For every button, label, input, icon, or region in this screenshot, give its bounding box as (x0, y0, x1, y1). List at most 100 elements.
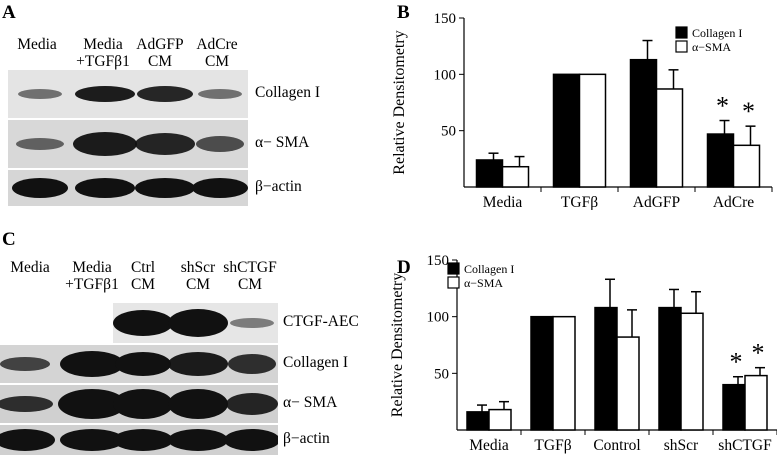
blot-band (168, 352, 228, 376)
bar-sma (501, 165, 530, 188)
blot-row-label: β−actin (283, 430, 330, 447)
x-tick-label: AdCre (713, 194, 754, 210)
lane-label-line2: CM (185, 276, 211, 293)
blot-band (198, 89, 242, 99)
lane-label-line1: Media (17, 36, 57, 53)
lane-label-line1: AdGFP (136, 36, 184, 53)
panel-letter-a: A (2, 2, 16, 23)
blot-band (16, 138, 64, 150)
blot-row-label: Collagen I (255, 84, 320, 101)
bar-collagen (706, 133, 735, 188)
lane-label-line1: shCTGF (223, 259, 277, 276)
legend-swatch (447, 276, 460, 289)
bar-sma (680, 312, 704, 431)
x-tick-label: shCTGF (718, 437, 772, 454)
blot-row-c-2 (0, 385, 278, 423)
blot-band (75, 86, 135, 102)
lane-label-a-2: AdGFP CM (120, 36, 200, 70)
blot-band (60, 351, 124, 377)
lane-label-line1: Media (83, 36, 123, 53)
blot-band (12, 178, 68, 198)
legend-swatch (675, 26, 688, 39)
bar-collagen (722, 383, 746, 431)
bar-collagen (658, 306, 682, 431)
lane-label-line2: CM (204, 53, 230, 70)
panel-letter-d: D (397, 257, 411, 278)
lane-label-line1: Ctrl (130, 259, 156, 276)
chart-d: Relative Densitometry 50 100 150 Media TGFβ Co… (389, 255, 777, 454)
blot-band (60, 429, 124, 451)
blot-row-a-1 (8, 120, 248, 168)
blot-band (168, 389, 228, 419)
lane-label-c-1: Media +TGFβ1 (52, 259, 132, 293)
blot-band (0, 357, 50, 371)
blot-band (0, 429, 55, 451)
y-tick-label: 150 (434, 11, 457, 27)
blot-band (228, 354, 276, 374)
lane-label-c-2: Ctrl CM (103, 259, 183, 293)
blot-row-label: β−actin (255, 178, 302, 195)
bar-collagen (629, 58, 658, 188)
blot-band (113, 389, 173, 419)
panel-letter-b: B (397, 2, 410, 23)
blot-band (73, 132, 137, 156)
y-axis-label: Relative Densitometry (391, 30, 408, 174)
x-tick-label: shScr (664, 437, 699, 454)
blot-row-label: α− SMA (255, 134, 310, 151)
blot-row-label: Collagen I (283, 354, 348, 371)
bar-sma (655, 88, 684, 188)
lane-label-a-1: Media +TGFβ1 (63, 36, 143, 70)
blot-band (113, 429, 173, 451)
legend-label: α−SMA (464, 276, 503, 290)
blot-band (168, 309, 228, 337)
significance-asterisk: * (752, 339, 765, 368)
blot-row-a-0 (8, 70, 248, 118)
blot-band (196, 136, 244, 152)
lane-label-line2: CM (130, 276, 156, 293)
blot-band (58, 389, 126, 419)
bar-collagen (530, 315, 554, 431)
y-tick-label: 100 (427, 310, 450, 326)
legend-swatch (447, 262, 460, 275)
blot-band (0, 396, 53, 412)
x-tick-label: TGFβ (534, 437, 571, 454)
legend-label: α−SMA (692, 40, 731, 54)
blot-band (192, 178, 248, 198)
bar-collagen (594, 306, 618, 431)
y-tick-label: 50 (441, 124, 456, 140)
chart-b: Relative Densitometry 50 100 150 Media TGFβ Ad… (391, 11, 773, 210)
blot-band (135, 133, 195, 155)
y-tick-label: 100 (434, 67, 457, 83)
blot-band (115, 352, 171, 376)
blot-row-label: CTGF-AEC (283, 313, 359, 330)
lane-label-line1: shScr (180, 259, 216, 276)
significance-asterisk: * (730, 348, 743, 377)
x-tick-label: AdGFP (633, 194, 680, 210)
bar-collagen (552, 73, 581, 188)
blot-band (18, 89, 62, 99)
blot-band (113, 310, 173, 336)
lane-label-line2: +TGFβ1 (76, 53, 130, 70)
legend-swatch (675, 40, 688, 53)
blot-band (230, 318, 274, 328)
y-tick-label: 50 (434, 366, 449, 382)
blot-row-c-0 (113, 303, 278, 343)
legend-label: Collagen I (692, 26, 742, 40)
lane-label-c-3: shScr CM (158, 259, 238, 293)
x-tick-label: TGFβ (561, 194, 598, 210)
blot-band (75, 178, 135, 198)
blot-row-c-3 (0, 425, 278, 455)
lane-label-line1: AdCre (196, 36, 238, 53)
lane-label-a-3: AdCre CM (177, 36, 257, 70)
bar-collagen (475, 159, 504, 188)
blot-band (224, 429, 278, 451)
y-tick-label: 150 (427, 255, 450, 269)
x-tick-label: Control (593, 437, 640, 454)
blot-row-label: α− SMA (283, 394, 338, 411)
bar-sma (744, 374, 768, 431)
blot-band (135, 178, 195, 198)
lane-label-c-0: Media (0, 259, 70, 276)
bar-sma (552, 315, 576, 431)
bar-sma (732, 144, 761, 188)
blot-band (226, 393, 278, 415)
